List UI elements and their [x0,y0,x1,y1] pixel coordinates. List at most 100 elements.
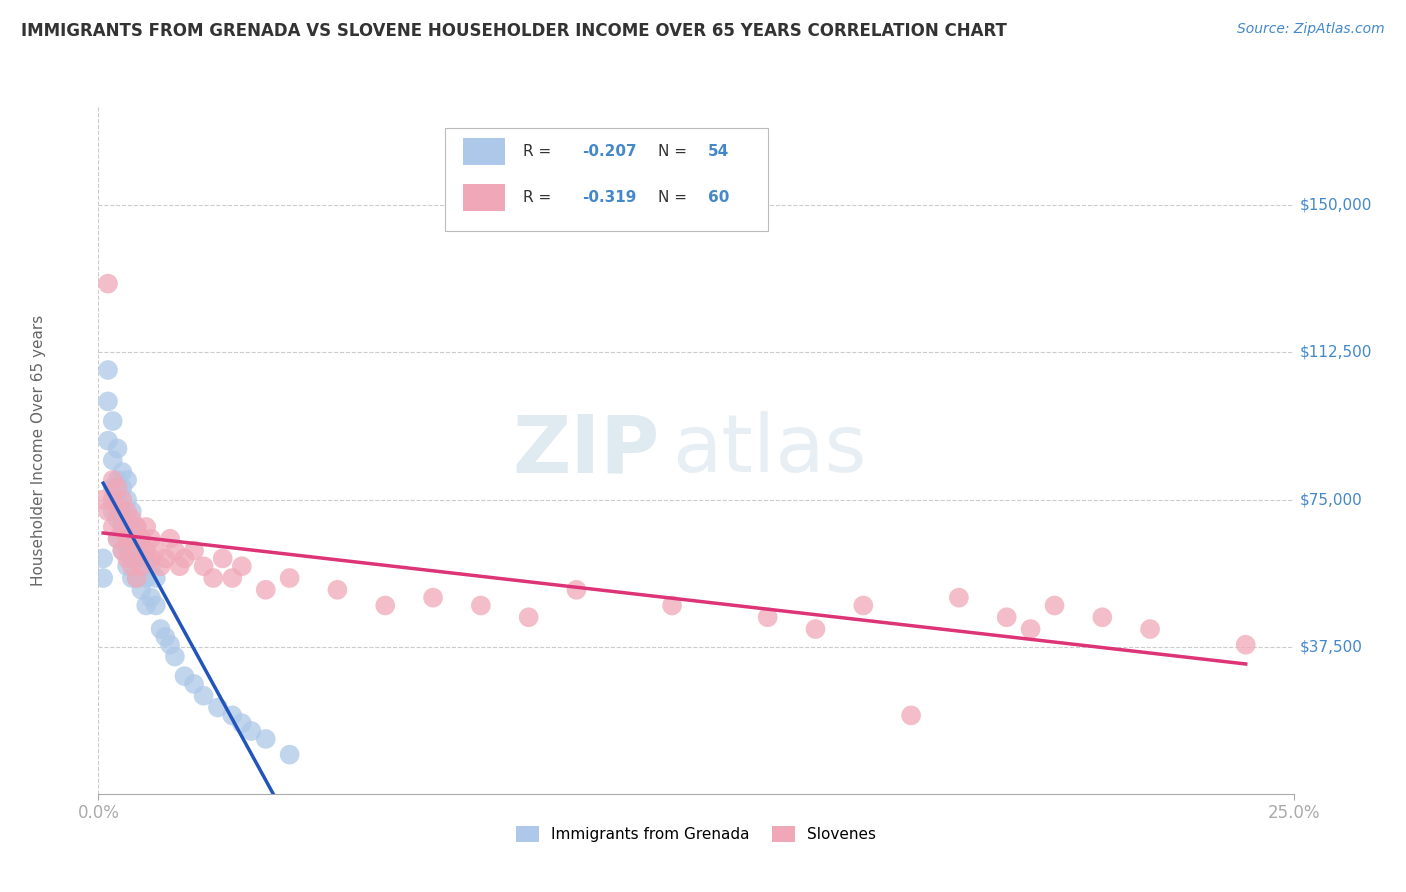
Point [115,473,138,487]
Point [107,481,129,495]
Point [115,559,138,574]
Text: $37,500: $37,500 [1299,640,1362,654]
Point [107,492,129,507]
Text: 54: 54 [709,145,730,159]
Text: $112,500: $112,500 [1299,345,1372,359]
Point [111,465,134,479]
Point [326,582,349,597]
Point [111,520,134,534]
Point [121,504,143,518]
Bar [446,128,768,231]
Point [278,571,301,585]
Point [139,532,162,546]
Text: -0.207: -0.207 [582,145,637,159]
Text: R =: R = [523,190,555,205]
Point [131,532,153,546]
Point [91,571,114,585]
Point [173,551,195,566]
Point [121,559,143,574]
Point [756,610,779,624]
Text: N =: N = [658,145,692,159]
Point [149,559,172,574]
Point [115,532,138,546]
Point [115,492,138,507]
Text: $75,000: $75,000 [1299,492,1362,507]
Point [101,473,124,487]
Point [121,571,143,585]
Point [254,731,277,746]
Point [1091,610,1114,624]
Point [107,532,129,546]
Point [111,481,134,495]
Point [131,559,153,574]
Point [121,532,143,546]
Point [517,610,540,624]
Point [97,434,120,448]
Text: Householder Income Over 65 years: Householder Income Over 65 years [31,315,46,586]
Point [111,492,134,507]
Point [155,551,177,566]
Point [101,481,124,495]
Point [131,551,153,566]
Point [135,551,157,566]
Point [131,532,153,546]
Text: atlas: atlas [672,411,866,490]
Point [115,504,138,518]
Point [995,610,1018,624]
Point [101,520,124,534]
Point [183,677,205,691]
Point [202,571,225,585]
Point [155,630,177,644]
Point [374,599,396,613]
Point [111,504,134,518]
Point [107,532,129,546]
Text: $150,000: $150,000 [1299,198,1372,212]
Point [91,492,114,507]
Point [149,622,172,636]
Point [804,622,827,636]
Point [121,551,143,566]
Point [107,512,129,526]
Point [240,724,263,739]
FancyBboxPatch shape [463,184,505,211]
Point [97,394,120,409]
Point [121,532,143,546]
Point [115,551,138,566]
Point [422,591,444,605]
Point [97,363,120,377]
Point [139,559,162,574]
Point [1234,638,1257,652]
Point [97,504,120,518]
Point [1139,622,1161,636]
Point [193,559,215,574]
Point [115,520,138,534]
Point [163,649,186,664]
Point [111,543,134,558]
Point [145,599,167,613]
Text: ZIP: ZIP [513,411,661,490]
Point [135,543,157,558]
Point [231,559,253,574]
Text: Source: ZipAtlas.com: Source: ZipAtlas.com [1237,22,1385,37]
Point [661,599,683,613]
Point [125,543,148,558]
Point [101,414,124,428]
Point [470,599,492,613]
Point [125,543,148,558]
Point [159,638,181,652]
Point [125,520,148,534]
Point [145,571,167,585]
FancyBboxPatch shape [463,138,505,165]
Point [159,532,181,546]
Text: N =: N = [658,190,692,205]
Point [135,520,157,534]
Point [131,582,153,597]
Point [111,543,134,558]
Point [169,559,191,574]
Text: IMMIGRANTS FROM GRENADA VS SLOVENE HOUSEHOLDER INCOME OVER 65 YEARS CORRELATION : IMMIGRANTS FROM GRENADA VS SLOVENE HOUSE… [21,22,1007,40]
Point [1043,599,1066,613]
Point [900,708,922,723]
Point [139,551,162,566]
Point [231,716,253,731]
Point [115,540,138,554]
